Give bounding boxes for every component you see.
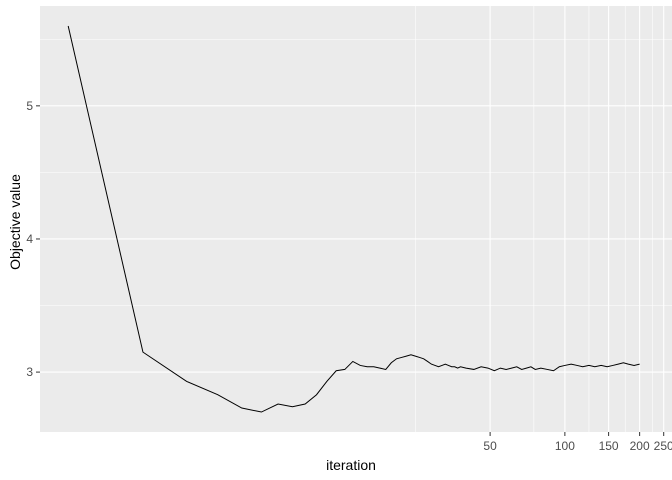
y-tick-label: 3 bbox=[26, 365, 33, 379]
x-tick-label: 100 bbox=[555, 439, 575, 453]
x-axis-title: iteration bbox=[326, 457, 376, 473]
x-tick-label: 200 bbox=[630, 439, 650, 453]
minor-gridlines bbox=[40, 6, 672, 439]
plot-panel bbox=[40, 6, 672, 432]
y-tick-label: 4 bbox=[26, 232, 33, 246]
x-tick-label: 250 bbox=[654, 439, 672, 453]
objective-value-line bbox=[67, 25, 640, 413]
y-axis-ticks: 3 4 5 bbox=[26, 99, 40, 379]
y-axis-title: Objective value bbox=[7, 174, 23, 270]
x-tick-label: 150 bbox=[599, 439, 619, 453]
y-tick-label: 5 bbox=[26, 99, 33, 113]
x-axis-ticks: 50 100 150 200 250 bbox=[483, 432, 672, 453]
x-tick-label: 50 bbox=[483, 439, 497, 453]
major-gridlines bbox=[40, 6, 672, 432]
